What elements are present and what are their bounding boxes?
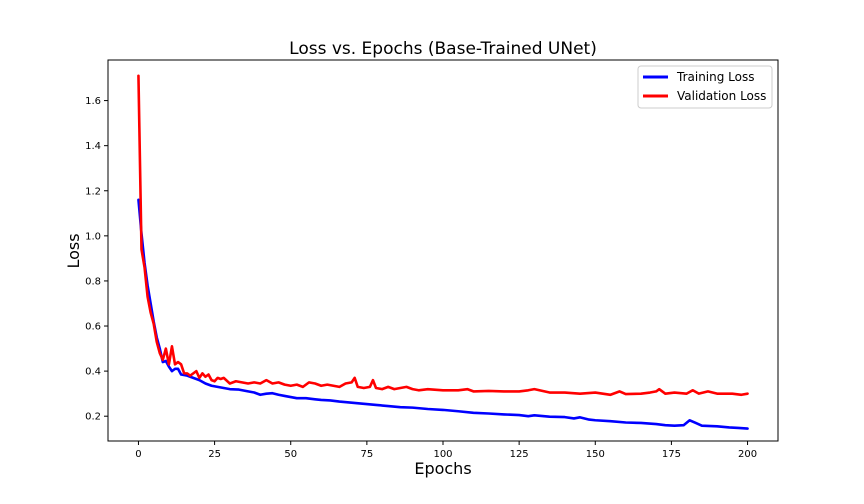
- y-tick-label: 0.8: [85, 276, 101, 287]
- legend-label-training: Training Loss: [676, 70, 754, 84]
- legend-label-validation: Validation Loss: [677, 89, 766, 103]
- y-tick-label: 1.4: [85, 141, 101, 152]
- x-tick-label: 200: [738, 449, 757, 460]
- x-tick-label: 25: [208, 449, 221, 460]
- x-tick-label: 50: [284, 449, 297, 460]
- x-axis-label: Epochs: [414, 459, 471, 478]
- x-tick-label: 175: [662, 449, 681, 460]
- y-tick-label: 1.2: [85, 186, 101, 197]
- x-tick-label: 100: [433, 449, 452, 460]
- legend-box: [637, 65, 773, 109]
- y-tick-label: 1.0: [85, 231, 101, 242]
- chart-title: Loss vs. Epochs (Base-Trained UNet): [289, 39, 597, 59]
- y-axis-label: Loss: [64, 233, 83, 268]
- validation-loss-line: [137, 74, 749, 397]
- y-axis: 0.2 0.4 0.6 0.8 1.0 1.2 1.4 1.6: [85, 96, 108, 423]
- x-tick-label: 150: [586, 449, 605, 460]
- legend: Training Loss Validation Loss: [637, 65, 773, 109]
- plot-area: [137, 74, 749, 430]
- training-loss-line: [137, 198, 749, 430]
- x-tick-label: 75: [360, 449, 373, 460]
- y-tick-label: 0.6: [85, 322, 101, 333]
- y-tick-label: 0.2: [85, 412, 101, 423]
- y-tick-label: 0.4: [85, 367, 101, 378]
- x-axis: 0 25 50 75 100 125 150 175 200: [135, 441, 757, 460]
- x-tick-label: 125: [510, 449, 529, 460]
- y-tick-label: 1.6: [85, 96, 101, 107]
- x-tick-label: 0: [135, 449, 141, 460]
